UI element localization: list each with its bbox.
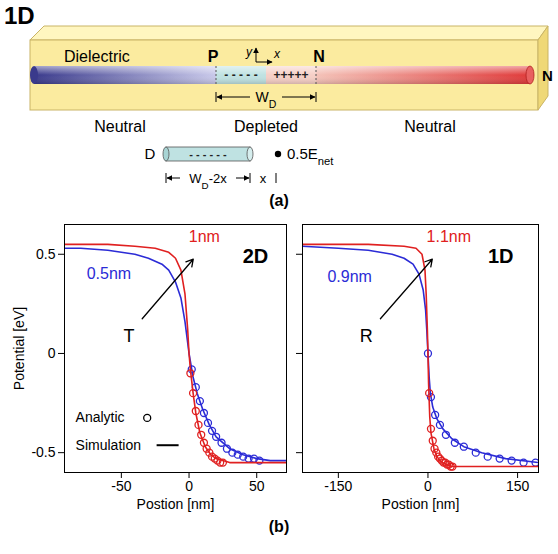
svg-text:N: N (542, 67, 553, 84)
svg-text:T: T (123, 326, 134, 346)
svg-text:D: D (145, 145, 156, 162)
svg-text:P: P (208, 48, 219, 65)
svg-text:1.1nm: 1.1nm (427, 228, 471, 245)
svg-text:150: 150 (506, 478, 530, 494)
svg-text:0: 0 (424, 478, 432, 494)
svg-text:N: N (313, 48, 325, 65)
svg-text:Depleted: Depleted (234, 118, 298, 135)
svg-text:Analytic: Analytic (76, 409, 125, 425)
svg-text:2D: 2D (243, 245, 269, 267)
svg-text:0.5: 0.5 (36, 246, 56, 262)
svg-text:1nm: 1nm (189, 228, 220, 245)
svg-text:WD-2x: WD-2x (189, 171, 227, 191)
svg-text:+++++: +++++ (273, 68, 308, 82)
svg-text:Dielectric: Dielectric (64, 48, 130, 65)
svg-text:R: R (360, 326, 373, 346)
svg-text:Neutral: Neutral (94, 118, 146, 135)
svg-text:0: 0 (185, 478, 193, 494)
svg-text:WD: WD (256, 89, 277, 110)
svg-text:(a): (a) (269, 192, 289, 209)
svg-text:- - - - -: - - - - - (224, 68, 257, 82)
svg-text:-0.5: -0.5 (31, 444, 55, 460)
svg-text:50: 50 (249, 478, 265, 494)
svg-text:y: y (245, 45, 253, 59)
svg-text:0: 0 (48, 345, 56, 361)
svg-text:0.5Enet: 0.5Enet (287, 145, 334, 167)
svg-text:-50: -50 (111, 478, 131, 494)
svg-text:0.5nm: 0.5nm (87, 265, 131, 282)
svg-text:Postion [nm]: Postion [nm] (382, 496, 460, 512)
svg-text:x: x (273, 47, 281, 61)
html-text:(b): (b) (268, 518, 290, 535)
svg-text:- - - - - -: - - - - - - (189, 148, 227, 160)
svg-text:-150: -150 (324, 478, 352, 494)
svg-text:x: x (260, 171, 267, 186)
svg-text:Neutral: Neutral (404, 118, 456, 135)
svg-text:0.9nm: 0.9nm (327, 268, 371, 285)
svg-text:Simulation: Simulation (76, 437, 141, 453)
svg-text:1D: 1D (4, 2, 35, 29)
svg-text:1D: 1D (488, 245, 514, 267)
svg-text:Postion [nm]: Postion [nm] (137, 496, 215, 512)
svg-text:Potential [eV]: Potential [eV] (11, 307, 27, 390)
